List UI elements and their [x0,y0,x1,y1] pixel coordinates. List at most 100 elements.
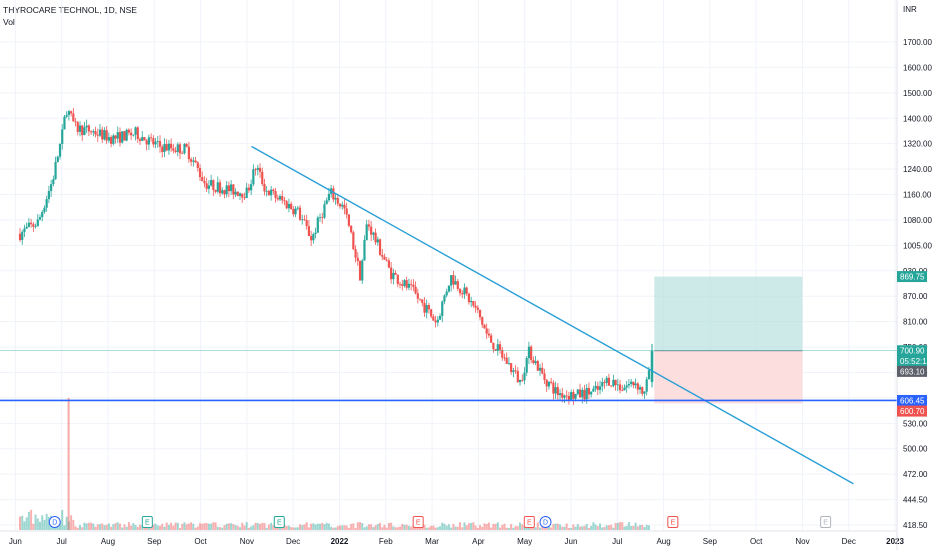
volume-bar [41,515,44,530]
volume-bar [74,526,77,530]
volume-bar [610,524,613,530]
candle-body [505,357,508,364]
y-tick-label: 1320.00 [903,140,932,149]
candle-body [487,333,491,336]
volume-bar [347,527,350,530]
volume-bar [461,527,464,530]
volume-bar [232,524,235,530]
volume-bar [579,526,582,530]
candle-body [45,199,48,208]
candle-body [454,281,457,285]
volume-bar [76,527,79,530]
volume-bar [556,523,559,530]
candle-body [432,316,435,321]
volume-bar [596,526,599,530]
volume-bar [83,522,86,530]
candle-body [185,144,188,147]
candle-body [607,377,611,386]
candle-body [396,274,399,284]
volume-bar [443,523,446,530]
volume-bar [221,527,224,530]
candle-body [441,301,444,316]
volume-bar [356,522,359,530]
candle-body [98,129,102,136]
long-position-tool[interactable] [654,276,803,404]
volume-bar [350,524,353,530]
candle-body [418,298,422,300]
volume-bar [332,527,335,530]
candle-body [370,226,373,235]
candle-body [150,137,153,139]
candle-body [643,391,646,394]
volume-bar [574,526,577,530]
candle-body [516,371,519,383]
candle-body [527,346,531,359]
candle-body [536,361,539,371]
candle-body [474,305,477,308]
volume-bar [434,527,437,530]
candle-body [118,132,122,143]
candle-body [101,129,104,140]
candle-body [265,190,268,192]
candle-body [107,137,110,141]
x-tick-label: Aug [656,537,670,546]
candle-body [507,363,511,364]
candle-body [294,208,297,215]
earnings-marker [667,516,679,528]
candle-body [563,395,566,398]
volume-bar [381,527,384,530]
y-tick-label: 472.00 [903,470,928,479]
candle-body [190,159,193,162]
x-tick-label: Mar [425,537,439,546]
earnings-marker [273,516,285,528]
candle-body [170,143,173,149]
candle-body [601,382,604,387]
candle-body [490,335,493,343]
candle-body [518,379,522,383]
volume-bar [432,525,435,530]
volume-bar [285,525,288,530]
candle-body [267,190,271,196]
price-label-box [897,405,927,417]
candle-body [218,182,222,194]
event-label: D [52,520,57,527]
volume-bar [470,522,473,530]
event-label: E [527,520,532,527]
candle-body [352,232,355,250]
volume-bar [407,525,410,530]
price-label: 869.75 [900,273,925,282]
volume-bar [214,522,217,530]
candle-body [410,283,413,285]
price-label: 693.10 [900,367,925,376]
volume-bar [459,522,462,530]
volume-bar [405,524,408,530]
volume-bar [90,522,93,530]
candle-body [250,184,253,191]
candle-body [87,125,90,132]
candle-body [630,381,633,385]
earnings-marker [141,516,153,528]
candle-body [254,169,257,171]
volume-bar [587,527,590,530]
volume-bar [136,526,139,530]
volume-bar [410,526,413,530]
y-tick-label: 500.00 [903,445,928,454]
y-tick-label: 1240.00 [903,165,932,174]
volume-bar [207,523,210,530]
drawings[interactable] [0,145,897,485]
candle-body [178,144,182,154]
chart-title: THYROCARE TECHNOL, 1D, NSE [3,5,137,15]
volume-bar [601,527,604,530]
volume-bar [127,522,130,530]
candle-body [156,141,159,142]
candle-body [58,143,62,157]
volume-bar [196,526,199,530]
candle-body [138,139,142,141]
candle-body [367,224,371,227]
volume-bar [170,522,173,530]
candle-body [201,177,204,182]
candle-body [270,189,273,196]
volume-bar [179,527,182,530]
